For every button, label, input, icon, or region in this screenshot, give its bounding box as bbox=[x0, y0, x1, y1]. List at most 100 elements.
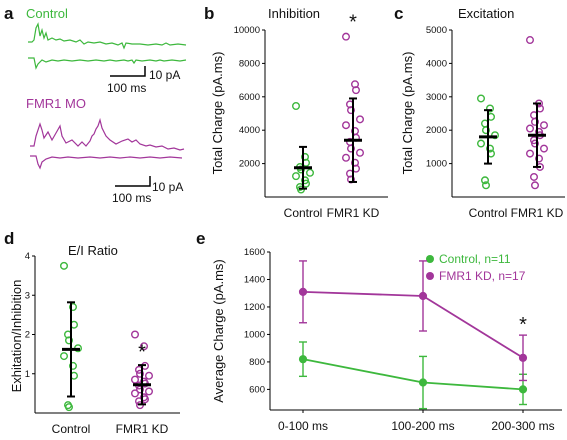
data-point bbox=[486, 144, 495, 153]
y-axis-label: Total Charge (pA.ms) bbox=[400, 52, 415, 175]
data-point bbox=[418, 291, 428, 301]
fmr1-scalebar-y-label: 10 pA bbox=[152, 180, 183, 194]
data-point bbox=[352, 86, 361, 95]
x-tick-label: 200-300 ms bbox=[491, 419, 554, 433]
x-tick-label: Control bbox=[469, 206, 508, 220]
data-point bbox=[301, 176, 310, 185]
data-point bbox=[518, 385, 528, 394]
x-tick-label: FMR1 KD bbox=[327, 206, 380, 220]
data-point bbox=[526, 36, 535, 45]
chart-title: Inhibition bbox=[268, 6, 320, 21]
y-tick-label: 6000 bbox=[239, 92, 260, 103]
data-point bbox=[64, 336, 73, 345]
control-trace-label: Control bbox=[26, 6, 68, 21]
y-axis-label: Average Charge (pA.ms) bbox=[211, 259, 226, 403]
data-point bbox=[306, 168, 315, 177]
data-point bbox=[356, 148, 365, 157]
data-point bbox=[342, 121, 351, 130]
data-point bbox=[531, 117, 540, 126]
control-scalebar-y-label: 10 pA bbox=[149, 68, 180, 82]
data-point bbox=[347, 144, 356, 153]
data-point bbox=[486, 104, 495, 113]
data-point bbox=[130, 330, 139, 339]
y-axis-label: Exhitation/Inhibition bbox=[9, 280, 24, 393]
y-tick-label: 1 bbox=[25, 369, 30, 380]
data-point bbox=[530, 172, 539, 181]
data-point bbox=[60, 352, 69, 361]
data-point bbox=[526, 124, 535, 133]
significance-star: * bbox=[519, 314, 527, 336]
x-tick-label: FMR1 KD bbox=[511, 206, 564, 220]
data-point bbox=[482, 181, 491, 190]
data-point bbox=[356, 115, 365, 124]
data-point bbox=[130, 389, 139, 398]
significance-star: * bbox=[138, 342, 146, 364]
data-point bbox=[68, 303, 77, 312]
data-point bbox=[531, 139, 540, 148]
y-tick-label: 800 bbox=[249, 357, 265, 368]
panel-letter-c: c bbox=[394, 4, 403, 23]
chart-title: E/I Ratio bbox=[68, 243, 118, 258]
fmr1-trace-label: FMR1 MO bbox=[26, 96, 86, 111]
y-tick-label: 5000 bbox=[426, 25, 447, 36]
chart-c-excitation: Excitation 1000 2000 3000 4000 5000 Total Char… bbox=[400, 6, 565, 220]
data-point bbox=[518, 353, 528, 362]
series-line bbox=[302, 358, 524, 391]
chart-title: Excitation bbox=[458, 6, 514, 21]
fmr1-inhibition-trace bbox=[30, 117, 185, 151]
y-tick-label: 3 bbox=[25, 290, 30, 301]
y-tick-label: 1000 bbox=[426, 159, 447, 170]
control-excitation-trace bbox=[28, 57, 187, 70]
data-point bbox=[477, 94, 486, 103]
data-point bbox=[60, 261, 69, 270]
y-tick-label: 600 bbox=[249, 384, 265, 395]
y-tick-label: 2000 bbox=[239, 159, 260, 170]
data-point bbox=[526, 149, 535, 158]
legend-marker bbox=[426, 255, 434, 263]
chart-d-ei-ratio: E/I Ratio 1 2 3 4 Exhitation/Inhibition Contro… bbox=[9, 243, 180, 436]
y-tick-label: 4000 bbox=[239, 125, 260, 136]
series-line bbox=[302, 290, 524, 359]
data-point bbox=[347, 106, 356, 115]
data-point bbox=[342, 32, 351, 41]
panel-letter-d: d bbox=[4, 229, 14, 248]
chart-b-inhibition: Inhibition 2000 4000 6000 8000 10000 Total Cha… bbox=[210, 6, 388, 220]
control-inhibition-trace bbox=[28, 22, 187, 50]
x-tick-label: Control bbox=[284, 206, 323, 220]
y-tick-label: 10000 bbox=[234, 25, 260, 36]
y-tick-label: 8000 bbox=[239, 58, 260, 69]
y-tick-label: 4000 bbox=[426, 58, 447, 69]
panel-a: a Control 10 pA 100 ms FMR1 MO 10 pA 100… bbox=[4, 4, 187, 205]
significance-star: * bbox=[349, 12, 357, 34]
fmr1-scale-bar: 10 pA 100 ms bbox=[112, 176, 183, 205]
x-tick-label: 100-200 ms bbox=[391, 419, 454, 433]
y-tick-label: 1200 bbox=[244, 302, 265, 313]
data-point bbox=[482, 126, 491, 135]
y-axis-label: Total Charge (pA.ms) bbox=[210, 52, 225, 175]
y-tick-label: 4 bbox=[25, 251, 30, 262]
data-point bbox=[139, 342, 148, 351]
data-point bbox=[535, 154, 544, 163]
y-tick-label: 3000 bbox=[426, 92, 447, 103]
data-point bbox=[144, 387, 153, 396]
fmr1-excitation-trace bbox=[30, 155, 183, 170]
y-tick-label: 2000 bbox=[426, 125, 447, 136]
data-point bbox=[68, 361, 77, 370]
panel-letter-b: b bbox=[204, 4, 214, 23]
data-point bbox=[135, 369, 144, 378]
data-point bbox=[298, 287, 308, 296]
data-point bbox=[491, 131, 500, 140]
x-tick-label: 0-100 ms bbox=[278, 419, 328, 433]
y-tick-label: 2 bbox=[25, 330, 30, 341]
fmr1-scalebar-x-label: 100 ms bbox=[112, 191, 151, 205]
data-point bbox=[481, 176, 490, 185]
chart-e-average-charge: 600 800 1000 1200 1400 1600 Average Charge (pA… bbox=[211, 247, 562, 433]
y-tick-label: 1400 bbox=[244, 274, 265, 285]
data-point bbox=[477, 139, 486, 148]
x-tick-label: FMR1 KD bbox=[116, 422, 169, 436]
control-scale-bar: 10 pA 100 ms bbox=[107, 66, 180, 95]
legend-marker bbox=[426, 272, 434, 280]
x-tick-label: Control bbox=[52, 422, 91, 436]
data-point bbox=[292, 172, 301, 181]
